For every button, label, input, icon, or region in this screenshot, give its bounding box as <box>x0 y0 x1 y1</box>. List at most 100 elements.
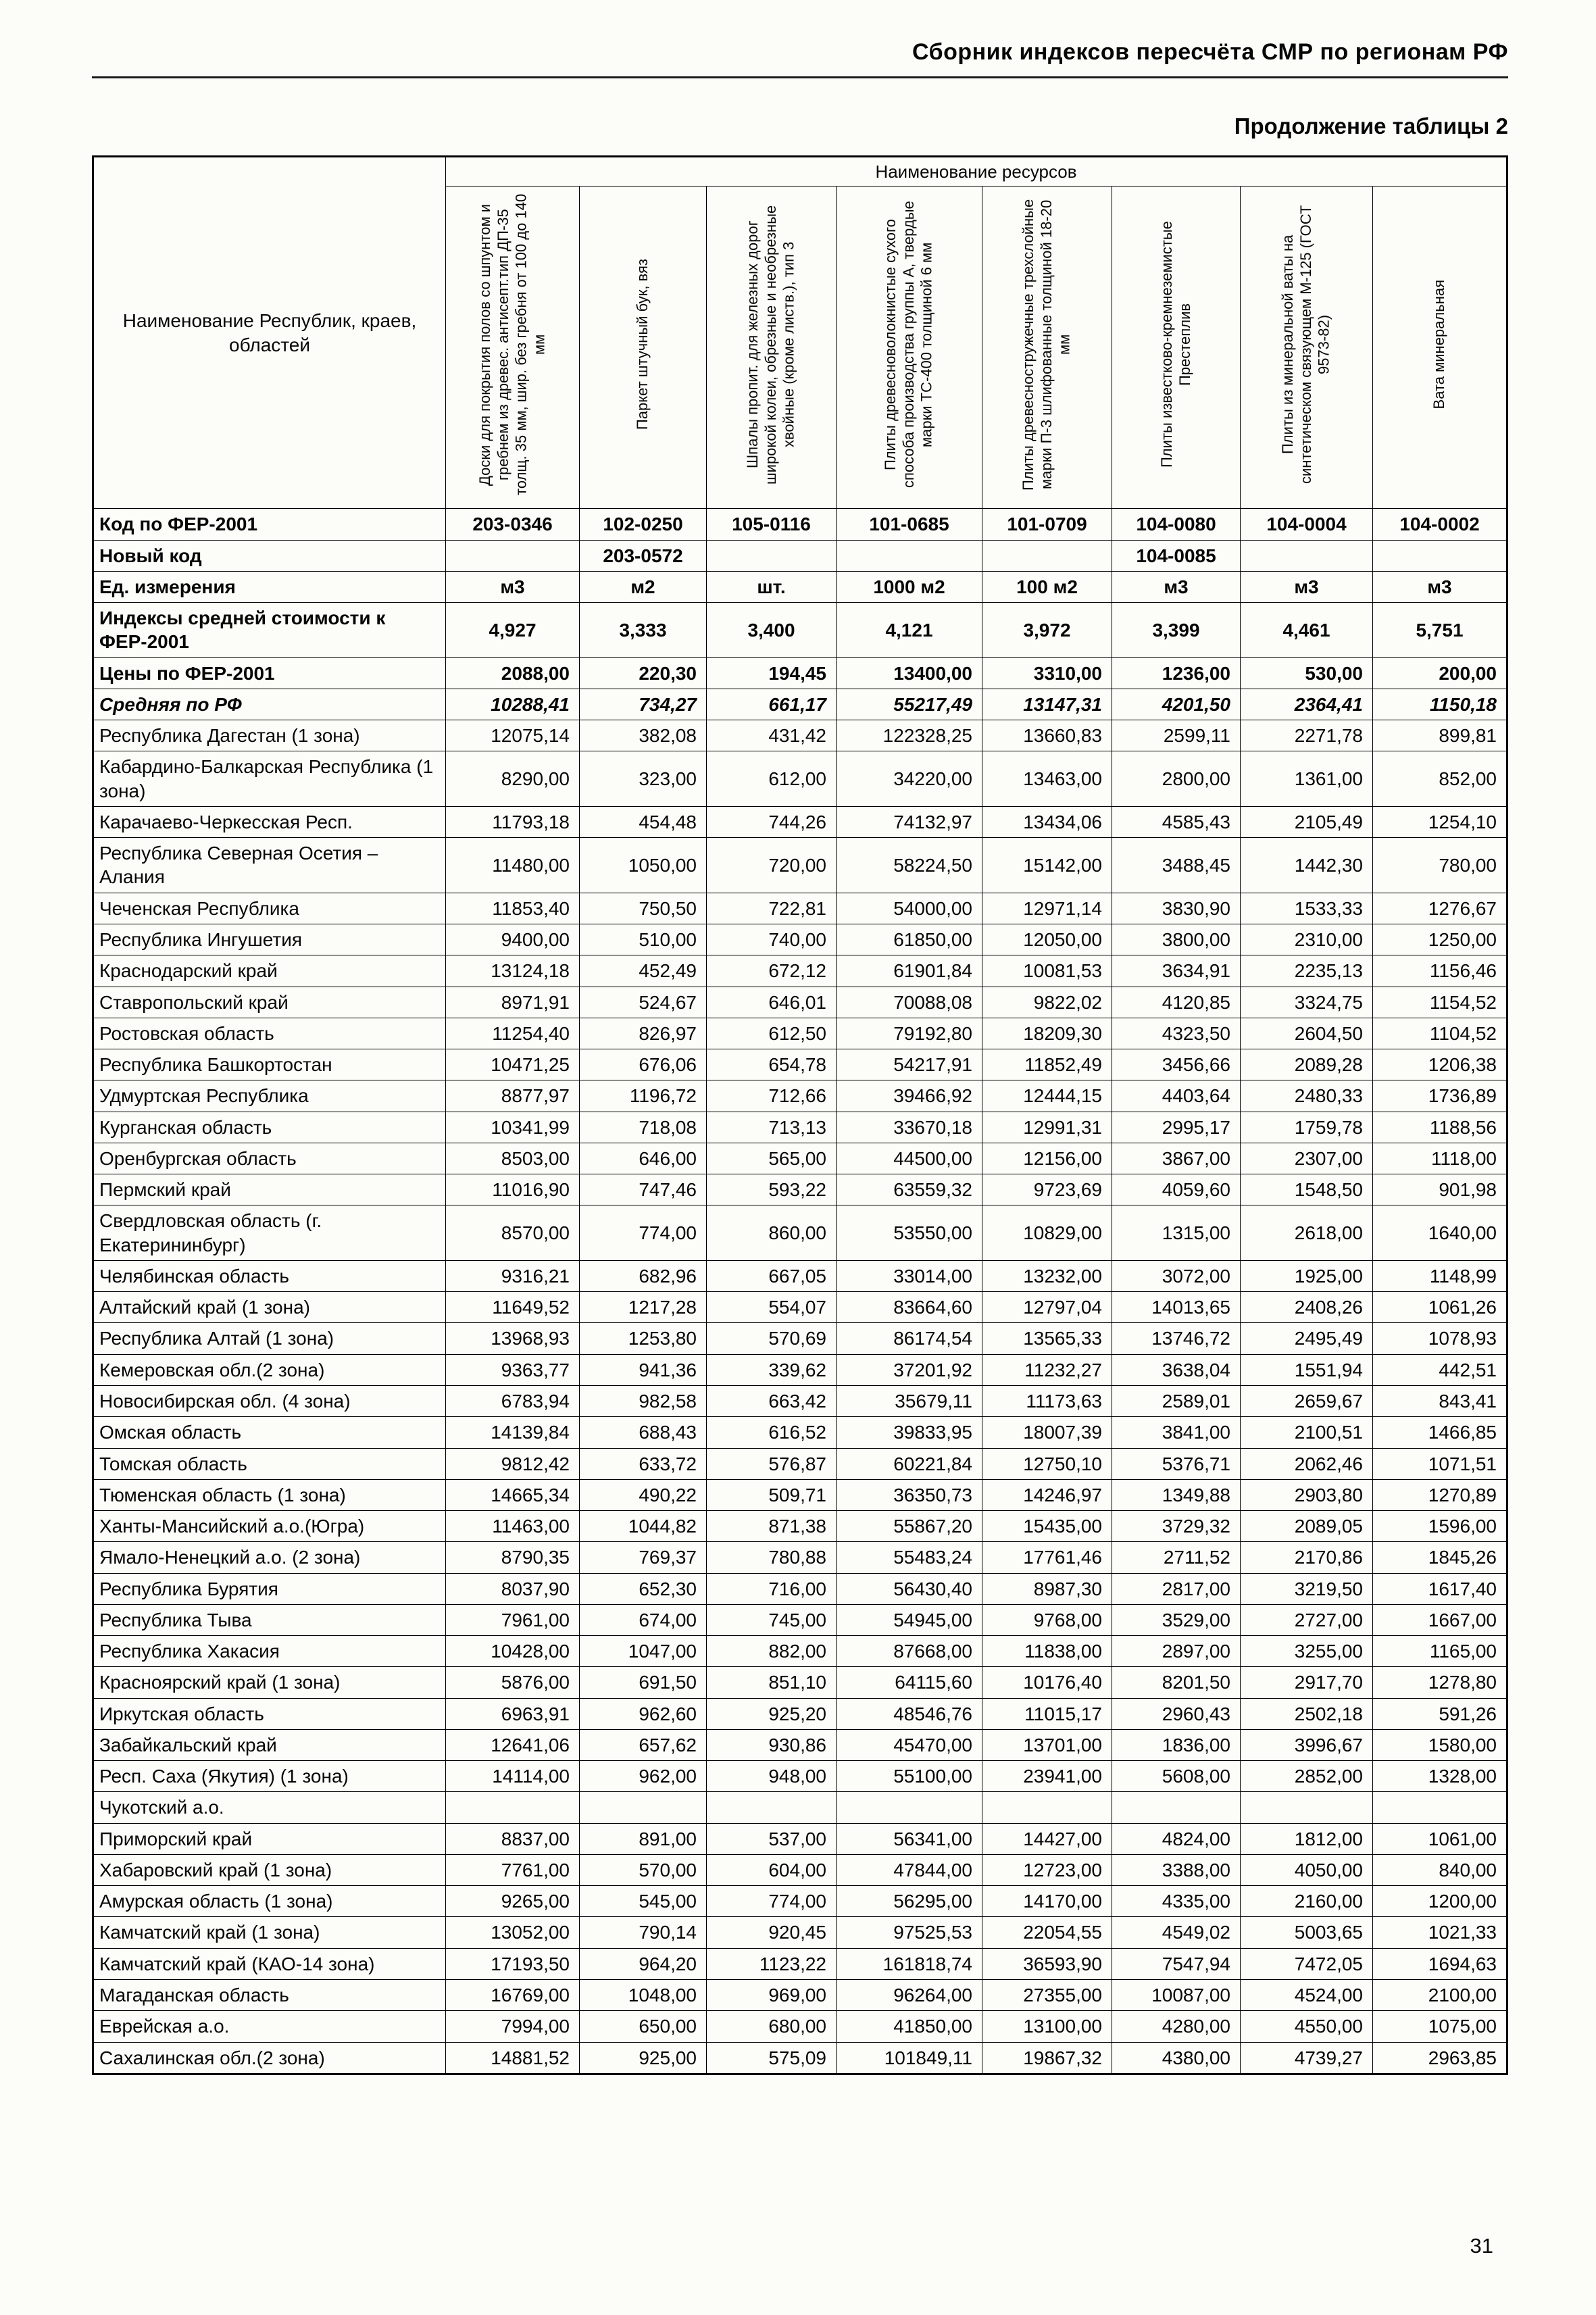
value-cell: 1270,89 <box>1372 1478 1507 1512</box>
value-cell: 8790,35 <box>445 1541 580 1574</box>
value-cell: 47844,00 <box>836 1853 982 1887</box>
value-cell: 10288,41 <box>445 688 580 721</box>
value-cell: 13400,00 <box>836 657 982 689</box>
resource-column-header: Плиты древесноволокнистые сухого способа… <box>836 185 982 509</box>
value-cell: 9812,42 <box>445 1447 580 1480</box>
value-cell: 10428,00 <box>445 1635 580 1668</box>
region-row: Красноярский край (1 зона) 5876,00 691,50 8… <box>93 1666 1507 1699</box>
value-cell: 36593,90 <box>982 1947 1112 1981</box>
value-cell: 1196,72 <box>579 1080 707 1112</box>
region-row-label: Кемеровская обл.(2 зона) <box>93 1353 446 1386</box>
value-cell: 13100,00 <box>982 2010 1112 2043</box>
value-cell: 23941,00 <box>982 1760 1112 1793</box>
value-cell: 1165,00 <box>1372 1635 1507 1668</box>
value-cell: 2480,33 <box>1240 1080 1373 1112</box>
table-caption: Продолжение таблицы 2 <box>1234 114 1508 139</box>
value-cell: 1236,00 <box>1112 657 1241 689</box>
value-cell: 5,751 <box>1372 602 1507 658</box>
value-cell: 2495,49 <box>1240 1322 1373 1355</box>
value-cell: 570,00 <box>579 1853 707 1887</box>
value-cell: 604,00 <box>706 1853 837 1887</box>
region-row: Иркутская область 6963,91 962,60 925,20 4854… <box>93 1697 1507 1730</box>
value-cell: 2310,00 <box>1240 923 1373 956</box>
region-row: Алтайский край (1 зона) 11649,52 1217,28 55… <box>93 1291 1507 1324</box>
region-row: Омская область 14139,84 688,43 616,52 39833,… <box>93 1416 1507 1449</box>
value-cell: 14139,84 <box>445 1416 580 1449</box>
value-cell: 12991,31 <box>982 1111 1112 1143</box>
meta-row-label: Код по ФЕР-2001 <box>93 508 446 541</box>
region-row-label: Ростовская область <box>93 1017 446 1050</box>
value-cell: 716,00 <box>706 1572 837 1605</box>
value-cell: м3 <box>445 570 580 603</box>
value-cell: 8570,00 <box>445 1205 580 1261</box>
value-cell: 1533,33 <box>1240 892 1373 924</box>
value-cell: 769,37 <box>579 1541 707 1574</box>
region-row: Республика Бурятия 8037,90 652,30 716,00 564… <box>93 1572 1507 1605</box>
value-cell <box>1240 1791 1373 1824</box>
region-row-label: Оренбургская область <box>93 1142 446 1175</box>
value-cell: 9265,00 <box>445 1885 580 1918</box>
region-row: Республика Хакасия 10428,00 1047,00 882,00 8… <box>93 1635 1507 1668</box>
value-cell: 1328,00 <box>1372 1760 1507 1793</box>
value-cell: 17761,46 <box>982 1541 1112 1574</box>
region-row: Удмуртская Республика 8877,97 1196,72 712,6… <box>93 1080 1507 1112</box>
value-cell: 5608,00 <box>1112 1760 1241 1793</box>
value-cell: 1640,00 <box>1372 1205 1507 1261</box>
value-cell: 851,10 <box>706 1666 837 1699</box>
region-row-label: Приморский край <box>93 1822 446 1855</box>
value-cell: 9768,00 <box>982 1603 1112 1637</box>
value-cell: 11480,00 <box>445 837 580 893</box>
value-cell: 9316,21 <box>445 1260 580 1293</box>
value-cell: 2307,00 <box>1240 1142 1373 1175</box>
region-row: Республика Тыва 7961,00 674,00 745,00 54945,… <box>93 1603 1507 1637</box>
region-row: Республика Дагестан (1 зона) 12075,14 382,… <box>93 720 1507 752</box>
value-cell: 104-0002 <box>1372 508 1507 541</box>
value-cell: 3324,75 <box>1240 986 1373 1018</box>
region-row-label: Новосибирская обл. (4 зона) <box>93 1385 446 1418</box>
value-cell: 64115,60 <box>836 1666 982 1699</box>
region-row: Чеченская Республика 11853,40 750,50 722,81… <box>93 892 1507 924</box>
value-cell: 14013,65 <box>1112 1291 1241 1324</box>
value-cell: 962,00 <box>579 1760 707 1793</box>
value-cell: 4380,00 <box>1112 2041 1241 2074</box>
value-cell: 1836,00 <box>1112 1728 1241 1762</box>
value-cell: 4524,00 <box>1240 1979 1373 2012</box>
value-cell: 105-0116 <box>706 508 837 541</box>
region-row-label: Свердловская область (г. Екатерининбург) <box>93 1205 446 1261</box>
value-cell: 843,41 <box>1372 1385 1507 1418</box>
value-cell: 674,00 <box>579 1603 707 1637</box>
value-cell: 100 м2 <box>982 570 1112 603</box>
value-cell: 1925,00 <box>1240 1260 1373 1293</box>
value-cell: 3219,50 <box>1240 1572 1373 1605</box>
value-cell: 882,00 <box>706 1635 837 1668</box>
value-cell: 11015,17 <box>982 1697 1112 1730</box>
resource-column-headers: Доски для покрытия полов со шпунтом и гр… <box>93 185 1507 509</box>
value-cell: 3996,67 <box>1240 1728 1373 1762</box>
table-body: Код по ФЕР-2001 203-0346 102-0250 105-0116 1… <box>93 508 1507 2074</box>
region-row-label: Камчатский край (КАО-14 зона) <box>93 1947 446 1981</box>
value-cell <box>982 539 1112 572</box>
meta-row: Индексы средней стоимости к ФЕР-2001 4,92… <box>93 602 1507 658</box>
value-cell: 11649,52 <box>445 1291 580 1324</box>
value-cell: 1217,28 <box>579 1291 707 1324</box>
value-cell: 3867,00 <box>1112 1142 1241 1175</box>
value-cell: 11254,40 <box>445 1017 580 1050</box>
region-row: Оренбургская область 8503,00 646,00 565,00 4… <box>93 1142 1507 1175</box>
value-cell: 852,00 <box>1372 751 1507 807</box>
region-row-label: Пермский край <box>93 1174 446 1206</box>
value-cell: 3841,00 <box>1112 1416 1241 1449</box>
value-cell: 661,17 <box>706 688 837 721</box>
region-row: Камчатский край (КАО-14 зона) 17193,50 964… <box>93 1947 1507 1981</box>
value-cell: 5376,71 <box>1112 1447 1241 1480</box>
value-cell: 2711,52 <box>1112 1541 1241 1574</box>
value-cell: 1071,51 <box>1372 1447 1507 1480</box>
value-cell: 2963,85 <box>1372 2041 1507 2074</box>
value-cell: 899,81 <box>1372 720 1507 752</box>
value-cell: 2170,86 <box>1240 1541 1373 1574</box>
value-cell: 1123,22 <box>706 1947 837 1981</box>
resource-column-header: Плиты известково-кремнеземистые Престепл… <box>1112 185 1241 509</box>
value-cell: 12797,04 <box>982 1291 1112 1324</box>
region-row-label: Красноярский край (1 зона) <box>93 1666 446 1699</box>
value-cell: 969,00 <box>706 1979 837 2012</box>
meta-row: Новый код 203-0572 104-0085 <box>93 539 1507 572</box>
